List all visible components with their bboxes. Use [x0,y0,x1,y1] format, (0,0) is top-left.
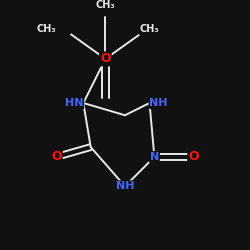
Text: CH₃: CH₃ [140,24,159,34]
Text: CH₃: CH₃ [96,0,115,10]
Text: O: O [100,52,111,66]
Text: NH: NH [116,181,134,191]
Text: N: N [150,152,159,162]
Text: O: O [188,150,199,164]
Text: HN: HN [65,98,83,108]
Text: CH₃: CH₃ [37,24,56,34]
Text: NH: NH [150,98,168,108]
Text: O: O [51,150,62,164]
